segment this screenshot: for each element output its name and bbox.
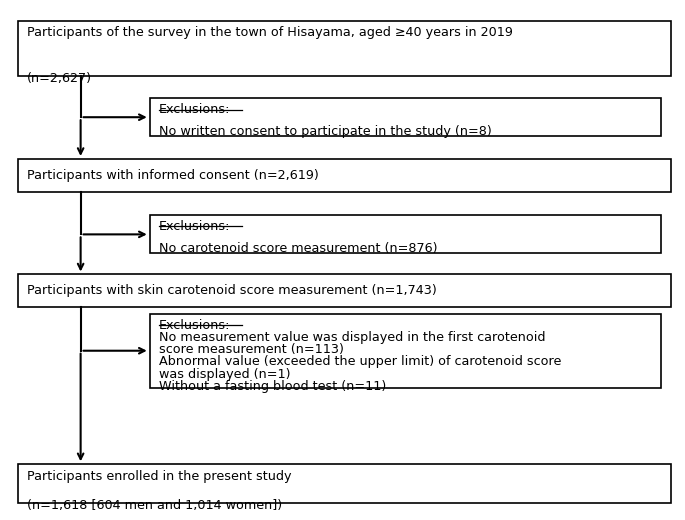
Text: Exclusions:: Exclusions: [159,103,231,116]
Text: Participants of the survey in the town of Hisayama, aged ≥40 years in 2019: Participants of the survey in the town o… [27,27,513,40]
Text: (n=2,627): (n=2,627) [27,72,92,85]
Bar [18,159,671,192]
Text: score measurement (n=113): score measurement (n=113) [159,343,344,356]
Text: Participants enrolled in the present study: Participants enrolled in the present stu… [27,470,292,483]
Text: Participants with skin carotenoid score measurement (n=1,743): Participants with skin carotenoid score … [27,284,437,297]
Bar [149,314,660,388]
Text: No carotenoid score measurement (n=876): No carotenoid score measurement (n=876) [159,242,438,255]
Bar [18,21,671,76]
Text: Without a fasting blood test (n=11): Without a fasting blood test (n=11) [159,380,386,393]
Bar [149,215,660,253]
Bar [18,275,671,307]
Text: No measurement value was displayed in the first carotenoid: No measurement value was displayed in th… [159,331,546,344]
Text: Participants with informed consent (n=2,619): Participants with informed consent (n=2,… [27,169,319,182]
Text: was displayed (n=1): was displayed (n=1) [159,368,290,381]
Text: Abnormal value (exceeded the upper limit) of carotenoid score: Abnormal value (exceeded the upper limit… [159,356,562,369]
Bar [18,464,671,503]
Text: No written consent to participate in the study (n=8): No written consent to participate in the… [159,125,492,138]
Bar [149,98,660,136]
Text: Exclusions:: Exclusions: [159,219,231,232]
Text: (n=1,618 [604 men and 1,014 women]): (n=1,618 [604 men and 1,014 women]) [27,499,282,512]
Text: Exclusions:: Exclusions: [159,319,231,332]
